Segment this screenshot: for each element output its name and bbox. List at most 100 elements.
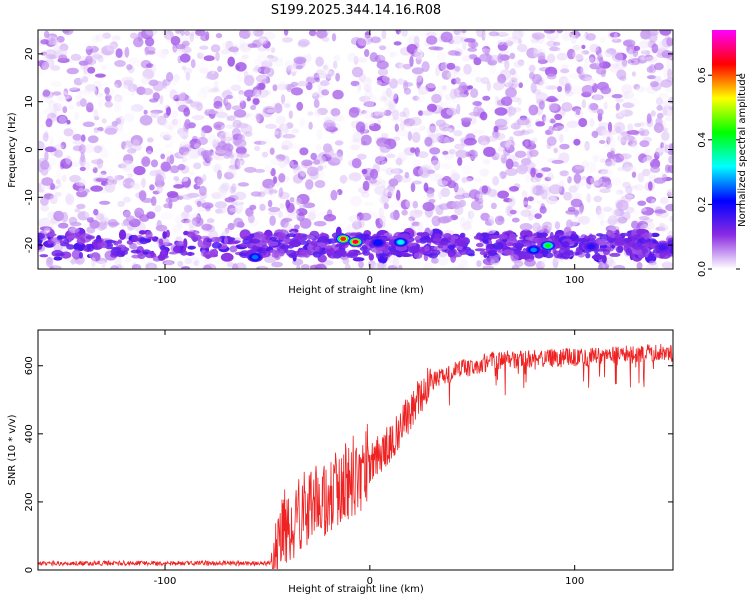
spectrogram-cell [463,137,477,146]
spectrogram-cell [547,193,556,199]
spectrogram-cell [596,209,605,221]
spectrogram-cell [373,263,379,269]
spectrogram-cell [395,189,401,201]
spectrogram-cell [95,33,104,42]
spectrogram-cell [203,258,212,265]
spectrogram-cell [431,174,436,186]
spectrogram-cell [514,74,521,85]
spectrogram-band-cell [123,250,128,255]
spectrogram-cell [457,157,463,166]
spectrogram-cell [548,125,554,135]
spectrogram-cell [431,215,441,227]
spectrogram-cell [202,174,207,182]
spectrogram-cell [339,174,348,184]
spectrogram-cell [180,53,191,63]
spectrogram-cell [470,88,479,98]
spectrogram-cell [425,31,437,37]
snr-y-tick-label: 200 [24,492,35,511]
spectrogram-cell [154,204,162,213]
spectrogram-cell [207,134,218,145]
spectrogram-cell [624,92,636,97]
spectrogram-cell [567,175,572,184]
spectrogram-cell [38,93,44,104]
spectrogram-cell [320,80,330,87]
spectrogram-cell [548,196,560,202]
spectrogram-band-cell [637,252,644,259]
spectrogram-cell [542,221,553,230]
spectrogram-cell [640,56,648,61]
spectrogram-cell [91,159,104,165]
spectrogram-band-cell [117,239,123,244]
spectrogram-cell [246,96,251,102]
spectrogram-cell [620,136,627,146]
spectrogram-cell [159,95,164,105]
spectrogram-cell [89,129,102,135]
spectrogram-cell [198,207,206,212]
spectrogram-cell [582,208,592,220]
spectrogram-cell [289,160,294,167]
spectrogram-band-cell [647,241,654,246]
spectrogram-cell [39,68,47,76]
spectrogram-cell [194,177,204,185]
spectrogram-cell [261,151,268,158]
spectrogram-cell [284,60,294,69]
spectrogram-cell [447,180,457,189]
spectrogram-cell [286,67,298,75]
spectrogram-band-cell [377,253,390,257]
snr-x-tick-label: -100 [154,576,177,587]
spectrogram-cell [419,125,426,131]
spectrogram-cell [367,82,375,93]
spectrogram-cell [244,166,257,173]
spectrogram-band-cell [57,235,67,240]
spectrogram-cell [384,187,397,197]
spectrogram-cell [383,202,389,210]
spectrogram-cell [623,164,631,173]
spectrogram-cell [388,100,397,110]
spectrogram-cell [147,263,158,269]
spectrogram-y-tick-label: 20 [24,48,35,61]
spectrogram-cell [532,177,544,188]
spectrogram-cell [334,140,344,146]
spectrogram-cell [646,75,657,80]
spectrogram-cell [75,93,83,99]
spectrogram-band-cell [544,252,554,259]
spectrogram-cell [559,133,564,143]
spectrogram-cell [297,80,309,87]
spectrogram-band-cell [116,249,124,258]
spectrogram-cell [150,196,157,207]
spectrogram-cell [392,257,400,268]
spectrogram-band-cell [297,235,302,243]
spectrogram-cell [385,87,392,98]
spectrogram-cell [405,123,411,129]
spectrogram-cell [123,154,134,165]
spectrogram-band-cell [279,244,290,250]
spectrogram-cell [278,173,286,183]
spectrogram-cell [156,219,162,230]
spectrogram-cell [486,81,491,92]
spectrogram-cell [377,262,385,269]
spectrogram-cell [629,97,640,106]
spectrogram-cell [393,136,401,141]
spectrogram-cell [521,190,528,198]
spectrogram-cell [397,78,405,85]
spectrogram-cell [377,68,389,77]
spectrogram-cell [446,107,458,116]
spectrogram-cell [113,153,121,162]
spectrogram-cell [282,123,288,132]
spectrogram-cell [475,76,482,83]
spectrogram-cell [208,88,221,93]
spectrogram-cell [187,147,201,159]
spectrogram-cell [648,32,658,43]
spectrogram-cell [399,61,405,72]
spectrogram-cell [295,197,302,206]
spectrogram-cell [375,111,386,117]
spectrogram-cell [461,30,467,34]
spectrogram-cell [130,104,144,112]
spectrogram-cell [269,119,278,124]
spectrogram-cell [535,172,543,178]
spectrogram-cell [406,43,418,54]
spectrogram-cell [408,216,416,222]
spectrogram-cell [40,197,49,206]
spectrogram-cell [381,166,387,172]
spectrogram-x-tick-label: -100 [154,275,177,286]
